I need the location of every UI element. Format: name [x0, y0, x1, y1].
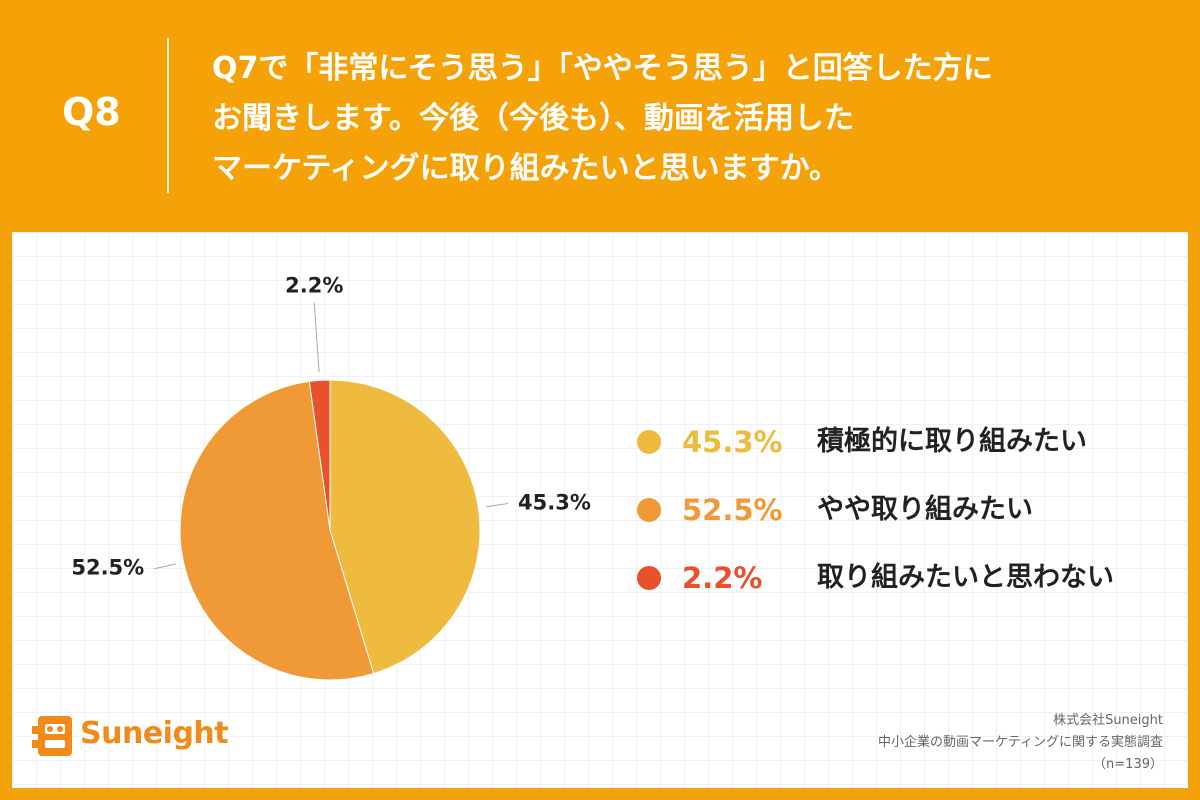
- data-label: 2.2%: [285, 274, 343, 298]
- pie-slice: [179, 380, 375, 681]
- legend-dot: [637, 566, 661, 590]
- pie-slice: [308, 379, 331, 531]
- logo-wordmark: Suneight: [80, 716, 229, 751]
- legend-dot: [637, 430, 661, 454]
- question-line: お聞きします。今後（今後も）、動画を活用した: [212, 101, 854, 136]
- legend-label: 取り組みたいと思わない: [817, 562, 1114, 593]
- legend-percent: 52.5%: [682, 493, 783, 527]
- legend-label: やや取り組みたい: [817, 494, 1033, 525]
- legend-item: 52.5% やや取り組みたい: [637, 490, 1177, 558]
- sample-size: （n=139）: [1093, 757, 1163, 772]
- company-name: 株式会社Suneight: [1053, 713, 1163, 728]
- header-divider: [167, 38, 169, 193]
- data-label: 45.3%: [518, 491, 591, 515]
- legend-label: 積極的に取り組みたい: [817, 426, 1087, 457]
- pie-chart: 45.3% 52.5% 2.2%: [71, 274, 591, 681]
- legend-dot: [637, 498, 661, 522]
- suneight-logo-icon: [32, 716, 72, 756]
- leader-line: [486, 503, 509, 508]
- question-line: マーケティングに取り組みたいと思いますか。: [212, 151, 839, 186]
- legend-percent: 45.3%: [682, 425, 783, 459]
- chart-panel: 45.3% 52.5% 2.2% 45.3% 積極的に取り組みたい 52.5% やや…: [12, 232, 1188, 788]
- question-text: Q7で「非常にそう思う」「ややそう思う」と回答した方に お聞きします。今後（今後…: [212, 44, 1172, 194]
- source-note: 株式会社Suneight 中小企業の動画マーケティングに関する実態調査 （n=1…: [878, 710, 1163, 776]
- legend-percent: 2.2%: [682, 561, 763, 595]
- chart-legend: 45.3% 積極的に取り組みたい 52.5% やや取り組みたい 2.2% 取り組…: [637, 422, 1177, 626]
- leader-line: [154, 563, 176, 570]
- data-label: 52.5%: [71, 556, 144, 580]
- company-logo: Suneight: [32, 710, 232, 770]
- legend-item: 45.3% 積極的に取り組みたい: [637, 422, 1177, 490]
- legend-item: 2.2% 取り組みたいと思わない: [637, 558, 1177, 626]
- leader-line: [313, 302, 320, 373]
- question-line: Q7で「非常にそう思う」「ややそう思う」と回答した方に: [212, 51, 993, 86]
- survey-title: 中小企業の動画マーケティングに関する実態調査: [878, 735, 1163, 750]
- question-number: Q8: [62, 90, 121, 134]
- pie-slice: [329, 379, 481, 675]
- question-header: Q8 Q7で「非常にそう思う」「ややそう思う」と回答した方に お聞きします。今後…: [0, 0, 1200, 232]
